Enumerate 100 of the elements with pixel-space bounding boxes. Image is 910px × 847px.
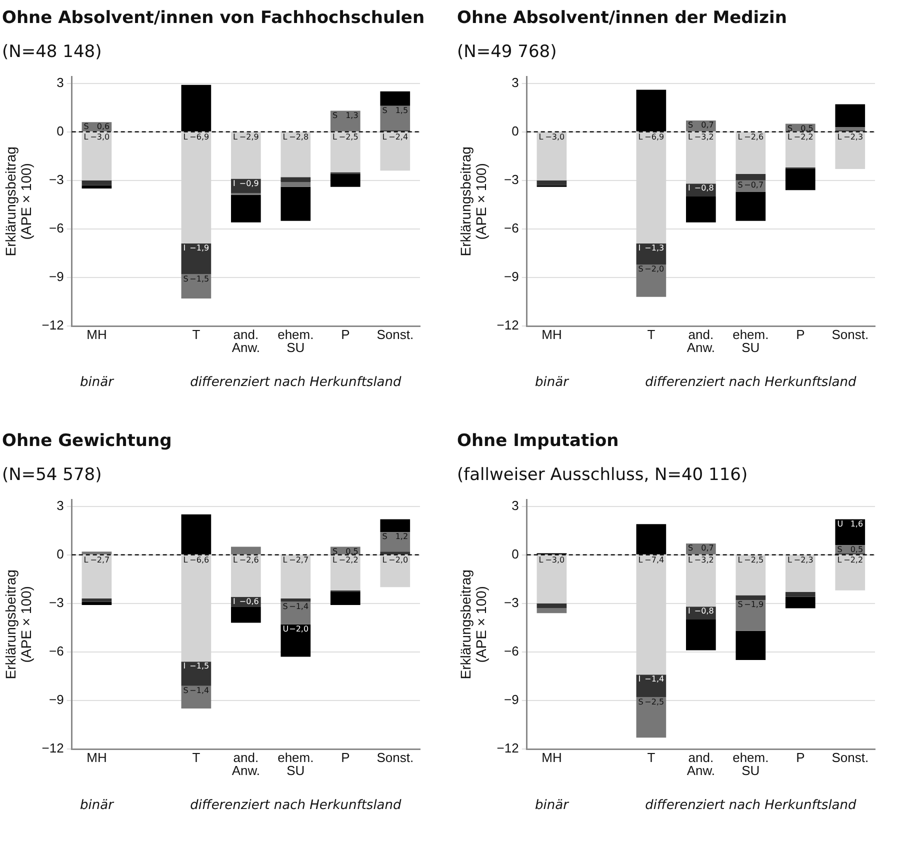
bar xyxy=(736,192,766,221)
data-label: −1,9 xyxy=(744,600,764,610)
y-tick-label: −12 xyxy=(496,740,519,756)
bar xyxy=(380,519,410,532)
text: S xyxy=(787,124,793,133)
data-label: −2,9 xyxy=(239,132,259,142)
y-tick-label: 0 xyxy=(56,123,64,138)
data-label: −3,0 xyxy=(90,132,110,142)
bar xyxy=(82,598,112,602)
data-label: −0,8 xyxy=(694,606,714,616)
data-label: −2,5 xyxy=(744,555,764,564)
bar xyxy=(82,180,112,186)
data-label: −3,2 xyxy=(694,132,714,142)
y-tick-label: −3 xyxy=(504,594,519,610)
data-label: −2,3 xyxy=(794,555,814,564)
x-tick-label: MH xyxy=(542,750,562,766)
bar xyxy=(736,630,766,660)
text: I xyxy=(688,184,690,193)
text: L xyxy=(282,132,288,142)
series-label: L xyxy=(538,132,544,142)
bar xyxy=(330,110,360,132)
x-tick-label: ehem. SU xyxy=(278,750,314,778)
bar xyxy=(231,178,261,194)
x-tick-label: Sonst. xyxy=(832,750,869,766)
x-tick-label: T xyxy=(192,750,200,766)
y-tick-label: −12 xyxy=(42,740,64,756)
y-tick-label: 3 xyxy=(56,74,64,90)
data-label: −3,2 xyxy=(694,555,714,564)
bar xyxy=(636,243,666,265)
x-tick-label: and. Anw. xyxy=(232,327,260,356)
series-label: I xyxy=(183,662,186,671)
y-tick-label: −3 xyxy=(49,172,64,187)
bar xyxy=(536,180,567,186)
chart-title: Ohne Absolvent/innen der Medizin xyxy=(457,8,788,28)
bar xyxy=(736,595,766,600)
data-label: −2,4 xyxy=(388,132,408,142)
y-tick-label: −9 xyxy=(49,692,64,708)
bar xyxy=(82,552,112,554)
y-tick-label: −12 xyxy=(42,318,64,333)
text: S xyxy=(183,686,188,695)
data-label: −2,0 xyxy=(388,555,408,564)
data-label: −1,4 xyxy=(644,674,664,684)
x-tick-label: and. Anw. xyxy=(232,750,260,778)
bar xyxy=(835,519,866,546)
data-label: −2,6 xyxy=(239,555,259,564)
chart-title: Ohne Absolvent/innen von Fachhochschulen xyxy=(2,8,426,28)
text: L xyxy=(382,132,387,142)
text: L xyxy=(332,555,337,564)
data-label: 1,5 xyxy=(395,106,408,116)
y-tick-label: −3 xyxy=(49,594,64,610)
x-tick-label: ehem. SU xyxy=(732,750,769,778)
data-label: −1,5 xyxy=(190,662,210,671)
data-label: −0,7 xyxy=(744,180,764,190)
data-label: −7,4 xyxy=(644,555,664,564)
bar xyxy=(636,674,666,698)
text: L xyxy=(738,555,742,564)
bar xyxy=(380,91,410,106)
y-axis-title: Erklärungsbeitrag (APE × 100) xyxy=(458,570,489,680)
bar xyxy=(736,174,766,180)
data-label: −3,0 xyxy=(545,132,565,142)
bar xyxy=(536,603,567,608)
data-label: −3,0 xyxy=(545,555,565,564)
bar xyxy=(736,600,766,631)
series-label: I xyxy=(638,244,641,253)
bar xyxy=(686,620,716,650)
data-label: −2,2 xyxy=(844,555,864,564)
series-label: I xyxy=(638,674,641,684)
bar xyxy=(636,697,666,738)
text: binär xyxy=(535,375,570,390)
bar xyxy=(181,686,212,709)
bar xyxy=(231,606,261,623)
data-label: 1,3 xyxy=(346,110,358,120)
y-tick-label: −9 xyxy=(504,692,519,708)
text: I xyxy=(233,178,236,188)
x-tick-label: P xyxy=(341,750,350,766)
chart-subtitle: (fallweiser Ausschluss, N=40 116) xyxy=(457,465,749,485)
y-tick-label: −6 xyxy=(49,220,64,236)
x-tick-label: P xyxy=(796,327,805,342)
y-axis-title: Erklärungsbeitrag (APE × 100) xyxy=(458,146,489,256)
bar xyxy=(280,602,311,624)
bar xyxy=(181,274,212,298)
x-tick-label: MH xyxy=(86,327,107,342)
y-axis-title: Erklärungsbeitrag (APE × 100) xyxy=(2,570,34,680)
bar xyxy=(181,662,212,686)
bar xyxy=(636,264,666,297)
text: L xyxy=(837,132,842,142)
x-tick-label: Sonst. xyxy=(832,327,869,342)
x-tick-label: MH xyxy=(86,750,107,766)
text: L xyxy=(183,132,188,142)
series-label: U xyxy=(837,519,844,528)
bar xyxy=(280,186,311,221)
series-label: S xyxy=(638,264,644,274)
data-label: −0,9 xyxy=(239,178,259,188)
text: L xyxy=(738,132,742,142)
data-label: 0,7 xyxy=(701,120,714,130)
series-label: U xyxy=(282,624,289,634)
data-label: −2,2 xyxy=(338,555,358,564)
data-label: −2,5 xyxy=(644,697,664,706)
y-tick-label: 0 xyxy=(512,546,519,562)
x-tick-label: ehem. SU xyxy=(278,327,314,356)
